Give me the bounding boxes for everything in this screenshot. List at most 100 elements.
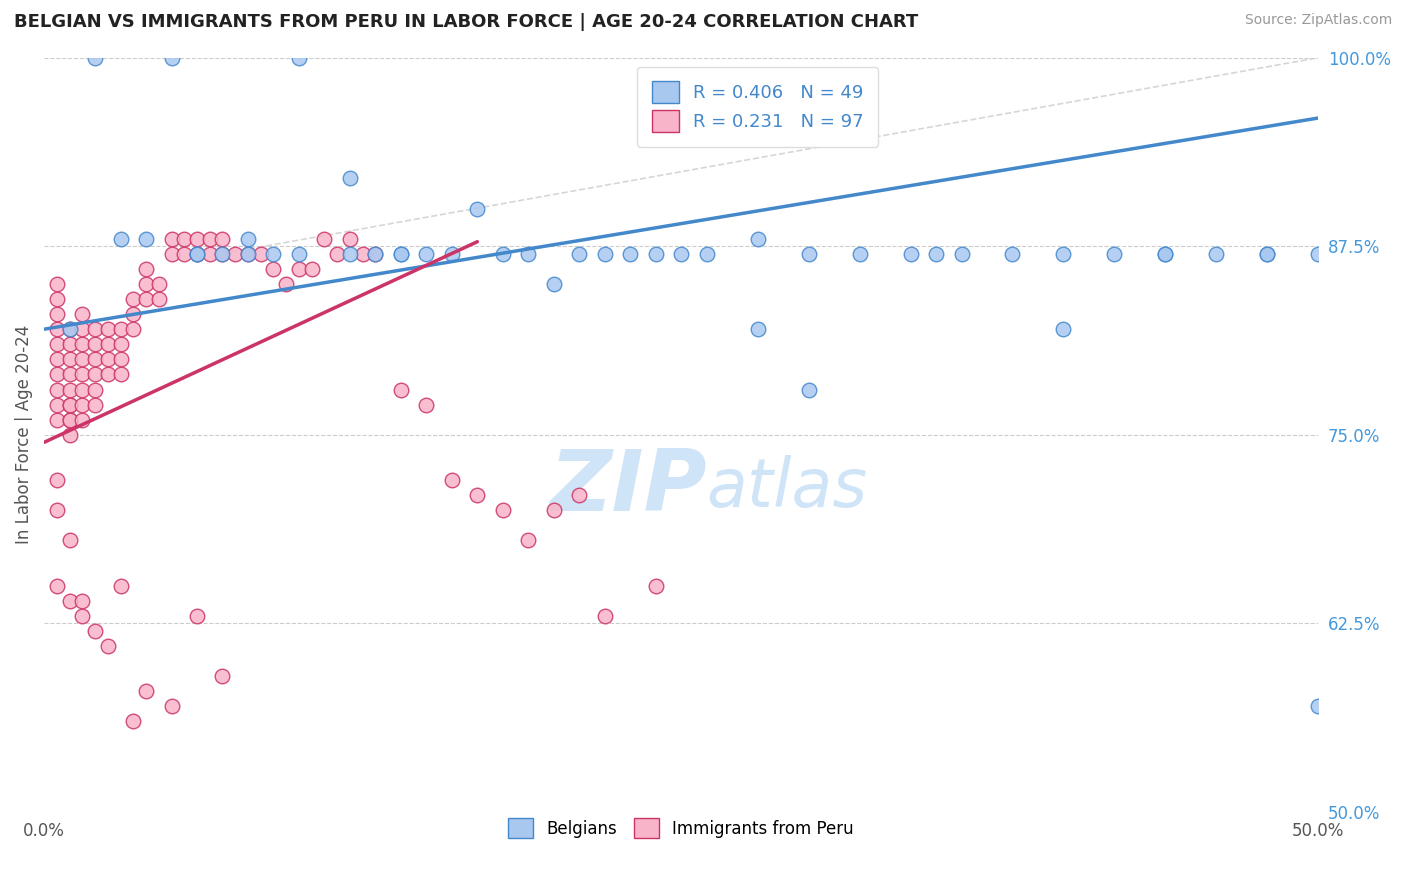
Point <box>517 533 540 548</box>
Point <box>568 488 591 502</box>
Point <box>58 398 80 412</box>
Point <box>198 232 221 246</box>
Point <box>415 398 437 412</box>
Point <box>97 368 120 382</box>
Point <box>848 246 870 260</box>
Point <box>326 246 349 260</box>
Point <box>58 413 80 427</box>
Point <box>58 337 80 351</box>
Point <box>58 352 80 367</box>
Point <box>797 246 820 260</box>
Point <box>1256 246 1278 260</box>
Point <box>84 337 107 351</box>
Point <box>58 413 80 427</box>
Point <box>186 246 208 260</box>
Point <box>186 246 208 260</box>
Point <box>122 292 145 306</box>
Point <box>84 368 107 382</box>
Point <box>122 714 145 729</box>
Point <box>72 352 94 367</box>
Point <box>1001 246 1024 260</box>
Point <box>224 246 246 260</box>
Point <box>45 383 67 397</box>
Point <box>211 246 233 260</box>
Point <box>696 246 718 260</box>
Point <box>440 473 463 487</box>
Point <box>925 246 948 260</box>
Point <box>314 232 336 246</box>
Point <box>45 322 67 336</box>
Point <box>465 202 488 216</box>
Point <box>135 292 157 306</box>
Point <box>135 232 157 246</box>
Point <box>644 579 666 593</box>
Point <box>186 246 208 260</box>
Point <box>110 232 132 246</box>
Point <box>1052 246 1074 260</box>
Point <box>568 246 591 260</box>
Point <box>900 246 922 260</box>
Point <box>45 307 67 321</box>
Point <box>389 246 412 260</box>
Point <box>122 307 145 321</box>
Point <box>593 246 616 260</box>
Point <box>135 277 157 291</box>
Point <box>58 368 80 382</box>
Point <box>389 246 412 260</box>
Point <box>593 608 616 623</box>
Point <box>84 51 107 65</box>
Point <box>58 427 80 442</box>
Point <box>669 246 692 260</box>
Point <box>389 383 412 397</box>
Point <box>288 246 311 260</box>
Point <box>1052 322 1074 336</box>
Point <box>198 246 221 260</box>
Point <box>72 593 94 607</box>
Point <box>211 246 233 260</box>
Point <box>797 383 820 397</box>
Point <box>58 322 80 336</box>
Point <box>339 171 361 186</box>
Point <box>236 246 259 260</box>
Point <box>58 593 80 607</box>
Point <box>619 246 641 260</box>
Point <box>644 246 666 260</box>
Point <box>84 398 107 412</box>
Point <box>1256 246 1278 260</box>
Point <box>72 337 94 351</box>
Point <box>84 624 107 638</box>
Point <box>262 261 284 276</box>
Point <box>72 398 94 412</box>
Point <box>45 398 67 412</box>
Point <box>110 337 132 351</box>
Point <box>72 413 94 427</box>
Point <box>543 503 565 517</box>
Point <box>58 383 80 397</box>
Text: atlas: atlas <box>707 455 868 521</box>
Point <box>58 398 80 412</box>
Point <box>110 322 132 336</box>
Point <box>492 246 515 260</box>
Point <box>492 503 515 517</box>
Point <box>72 608 94 623</box>
Point <box>160 51 183 65</box>
Point <box>262 246 284 260</box>
Point <box>1104 246 1126 260</box>
Point <box>58 322 80 336</box>
Point <box>950 246 973 260</box>
Point <box>45 579 67 593</box>
Point <box>72 368 94 382</box>
Point <box>186 608 208 623</box>
Point <box>45 473 67 487</box>
Point <box>45 503 67 517</box>
Point <box>45 337 67 351</box>
Point <box>339 246 361 260</box>
Point <box>148 277 170 291</box>
Point <box>747 232 769 246</box>
Point <box>160 232 183 246</box>
Point <box>84 383 107 397</box>
Point <box>173 232 195 246</box>
Point <box>110 352 132 367</box>
Point <box>97 337 120 351</box>
Point <box>84 352 107 367</box>
